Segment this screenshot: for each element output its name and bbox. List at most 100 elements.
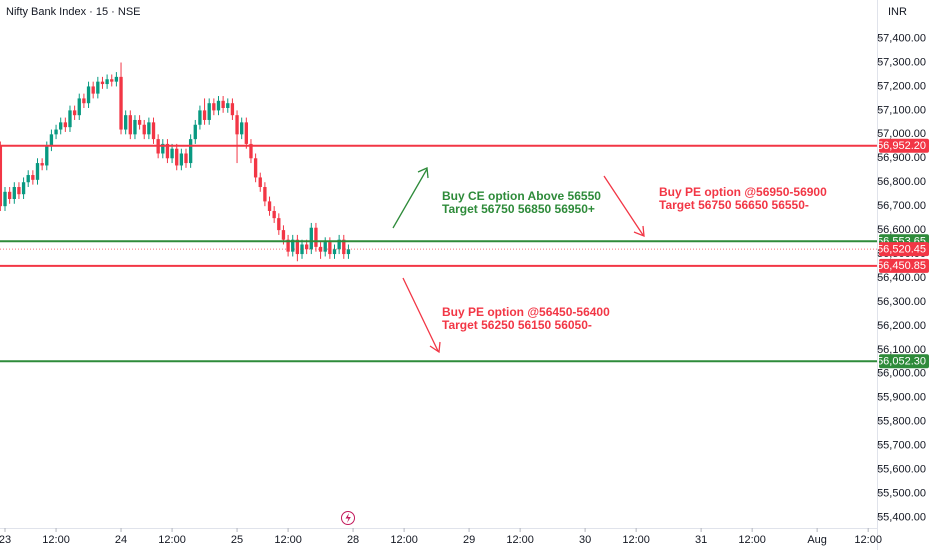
arrows [392, 167, 645, 354]
candle-body [221, 100, 225, 108]
candle-body [161, 143, 165, 154]
y-tick-label: 55,400.00 [877, 511, 926, 523]
candle-body [68, 110, 72, 128]
x-tick-label: 23 [0, 534, 11, 546]
arrow-head [633, 225, 645, 238]
candle-body [207, 103, 211, 120]
candle-body [26, 175, 30, 183]
candle-body [244, 122, 248, 144]
candle-body [91, 86, 95, 94]
candle-body [31, 175, 35, 180]
annotation-text: Buy PE option @56450-56400 [442, 305, 610, 319]
annotation-text: Buy CE option Above 56550 [442, 189, 601, 203]
candle-body [304, 244, 309, 250]
annotation-text: Target 56750 56650 56550- [659, 198, 809, 212]
price-label-box [879, 354, 929, 369]
candle-body [165, 143, 170, 159]
candle-body [212, 103, 216, 111]
candle-body [277, 218, 281, 231]
arrow-head [429, 341, 441, 354]
candle-body [72, 110, 77, 116]
x-tick-label: 12:00 [506, 534, 534, 546]
y-tick-label: 57,000.00 [877, 128, 926, 140]
candle-body [188, 139, 193, 164]
candle-body [281, 230, 286, 240]
candle-body [21, 182, 26, 195]
y-tick-label: 55,500.00 [877, 487, 926, 499]
y-tick-label: 56,600.00 [877, 224, 926, 236]
y-tick-label: 56,800.00 [877, 176, 926, 188]
candle-body [295, 239, 300, 255]
candle-body [216, 100, 221, 111]
candle-body [54, 129, 58, 135]
candle-body [133, 119, 137, 135]
price-label-box [879, 242, 929, 257]
candle-body [249, 143, 253, 159]
x-tick-label: 12:00 [390, 534, 418, 546]
candle-body [77, 98, 81, 116]
candle-body [96, 81, 100, 94]
candle-body [230, 103, 235, 116]
candle-body [267, 201, 272, 211]
annotation-text: Buy PE option @56950-56900 [659, 185, 827, 199]
candle-body [49, 134, 54, 147]
candle-body [137, 119, 142, 125]
candle-body [240, 122, 244, 135]
x-tick-label: 30 [579, 534, 591, 546]
candle-body [114, 76, 119, 82]
candle-body [35, 163, 40, 180]
chart-title: Nifty Bank Index · 15 · NSE [6, 6, 141, 18]
x-tick-label: 12:00 [274, 534, 302, 546]
candle-body [3, 191, 7, 207]
y-tick-label: 57,200.00 [877, 80, 926, 92]
candle-body [253, 158, 258, 178]
candle-body [82, 98, 86, 104]
arrow-head [417, 167, 429, 179]
y-tick-label: 56,900.00 [877, 152, 926, 164]
candle-body [175, 148, 179, 166]
candle-body [328, 242, 332, 255]
y-tick-label: 56,200.00 [877, 320, 926, 332]
candle-body [184, 153, 188, 164]
event-icon[interactable] [341, 511, 355, 525]
arrow [603, 175, 644, 236]
candle-body [314, 227, 318, 247]
candle-body [128, 115, 132, 135]
y-tick-label: 56,700.00 [877, 200, 926, 212]
annotation-text: Target 56250 56150 56050- [442, 318, 592, 332]
x-tick-label: 12:00 [738, 534, 766, 546]
price-label: 56,450.85 [877, 260, 926, 272]
candle-body [110, 79, 114, 82]
y-tick-label: 55,900.00 [877, 392, 926, 404]
x-tick-label: 29 [463, 534, 475, 546]
candle-body [346, 249, 351, 255]
candle-body [123, 115, 128, 130]
x-tick-label: 12:00 [42, 534, 70, 546]
candle-body [45, 146, 49, 166]
candle-body [318, 246, 323, 252]
candle-body [63, 122, 68, 128]
y-tick-label: 56,400.00 [877, 272, 926, 284]
y-tick-label: 55,800.00 [877, 416, 926, 428]
x-tick-label: 12:00 [622, 534, 650, 546]
y-tick-label: 57,400.00 [877, 32, 926, 44]
x-tick-label: 24 [115, 534, 127, 546]
candle-body [272, 210, 276, 219]
candle-body [119, 76, 123, 130]
candle-body [235, 115, 239, 135]
candle-body [147, 122, 151, 135]
candle-body [86, 86, 91, 104]
y-tick-label: 57,100.00 [877, 104, 926, 116]
candle-body [151, 122, 156, 140]
arrow [402, 277, 439, 352]
candle-body [193, 124, 197, 140]
price-label: 56,520.45 [877, 244, 926, 256]
candle-body [337, 239, 341, 250]
price-label-box [879, 138, 929, 153]
candle-body [263, 187, 267, 202]
y-tick-label: 55,600.00 [877, 463, 926, 475]
candle-body [7, 191, 12, 199]
price-label-box [879, 258, 929, 273]
